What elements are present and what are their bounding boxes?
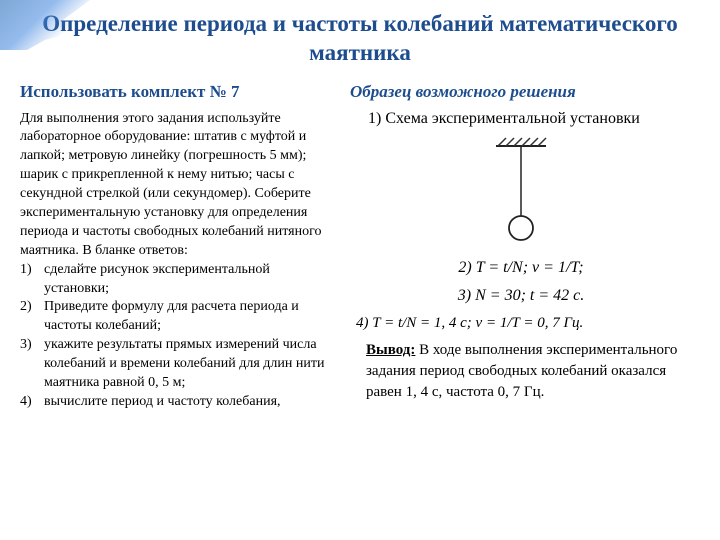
conclusion: Вывод: В ходе выполнения экспериментальн… xyxy=(366,340,700,403)
pendulum-svg xyxy=(476,134,566,244)
list-number: 4) xyxy=(20,393,44,412)
equation-2: 2) T = t/N; ν = 1/T; xyxy=(342,259,700,277)
list-text: Приведите формулу для расчета периода и … xyxy=(44,298,330,336)
list-item: 3) укажите результаты прямых измерений ч… xyxy=(20,336,330,393)
list-number: 1) xyxy=(20,261,44,299)
list-text: сделайте рисунок экспериментальной устан… xyxy=(44,261,330,299)
list-text: вычислите период и частоту колебания, xyxy=(44,393,330,412)
list-item: 1) сделайте рисунок экспериментальной ус… xyxy=(20,261,330,299)
left-intro: Для выполнения этого задания используйте… xyxy=(20,110,330,261)
list-number: 3) xyxy=(20,336,44,393)
content-columns: Использовать комплект № 7 Для выполнения… xyxy=(0,82,720,412)
list-text: укажите результаты прямых измерений числ… xyxy=(44,336,330,393)
list-number: 2) xyxy=(20,298,44,336)
page-title: Определение периода и частоты колебаний … xyxy=(0,0,720,82)
equation-3: 3) N = 30; t = 42 c. xyxy=(342,287,700,305)
left-column: Использовать комплект № 7 Для выполнения… xyxy=(20,82,330,412)
conclusion-label: Вывод: xyxy=(366,342,415,358)
ceiling-hatch xyxy=(496,138,546,146)
list-item: 4) вычислите период и частоту колебания, xyxy=(20,393,330,412)
right-column: Образец возможного решения 1) Схема эксп… xyxy=(342,82,700,412)
pendulum-diagram xyxy=(342,134,700,249)
equation-4: 4) T = t/N = 1, 4 c; ν = 1/T = 0, 7 Гц. xyxy=(356,315,700,332)
pendulum-bob xyxy=(509,216,533,240)
list-item: 2) Приведите формулу для расчета периода… xyxy=(20,298,330,336)
left-subhead: Использовать комплект № 7 xyxy=(20,82,330,102)
right-subhead: Образец возможного решения xyxy=(350,82,700,102)
solution-step-1: 1) Схема экспериментальной установки xyxy=(368,110,700,128)
